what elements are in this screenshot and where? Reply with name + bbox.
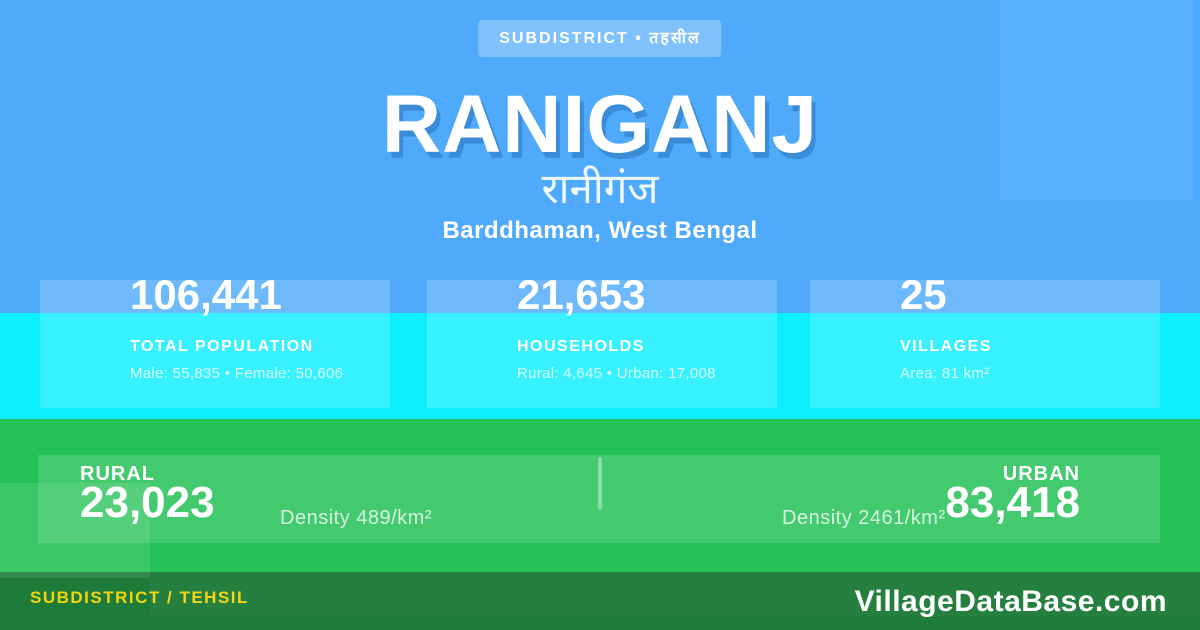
stat-value: 21,653 [517, 271, 646, 318]
stat-label: VILLAGES [900, 338, 993, 355]
stat-card-population: 106,441 TOTAL POPULATION Male: 55,835 • … [40, 274, 390, 408]
footer-bar: SUBDISTRICT / TEHSIL VillageDataBase.com [0, 572, 1200, 630]
stat-detail: Area: 81 km² [900, 365, 990, 382]
stat-value: 25 [900, 271, 947, 318]
title-local: रानीगंज [541, 165, 659, 212]
urban-label: URBAN [1002, 463, 1080, 485]
rural-urban-card: RURAL 23,023 Density 489/km² Density 246… [38, 455, 1160, 543]
rural-urban-divider [598, 457, 602, 510]
rural-label: RURAL [80, 463, 155, 485]
stat-label: HOUSEHOLDS [517, 338, 645, 355]
stat-value: 106,441 [130, 271, 282, 318]
footer-site-label: VillageDataBase.com [854, 585, 1167, 618]
stat-detail: Rural: 4,645 • Urban: 17,008 [517, 365, 716, 382]
highlight-rect-footer [150, 572, 1200, 617]
stat-card-households: 21,653 HOUSEHOLDS Rural: 4,645 • Urban: … [427, 274, 777, 408]
badge: SUBDISTRICT • तहसील [478, 20, 722, 57]
stat-card-villages: 25 VILLAGES Area: 81 km² [810, 274, 1160, 408]
highlight-rect-top-right [1000, 0, 1193, 200]
stat-label: TOTAL POPULATION [130, 338, 314, 355]
badge-label: SUBDISTRICT • तहसील [499, 30, 701, 47]
urban-value: 83,418 [945, 478, 1080, 527]
rural-value: 23,023 [80, 478, 215, 527]
stat-detail: Male: 55,835 • Female: 50,606 [130, 365, 344, 382]
rural-density: Density 489/km² [280, 507, 432, 529]
highlight-rect-left [0, 483, 150, 578]
green-band [0, 419, 1200, 572]
urban-density: Density 2461/km² [782, 507, 946, 529]
location-subtitle: Barddhaman, West Bengal [442, 217, 758, 244]
page-title: RANIGANJ [381, 79, 819, 170]
cyan-band [0, 313, 1200, 419]
footer-type-label: SUBDISTRICT / TEHSIL [30, 588, 249, 607]
